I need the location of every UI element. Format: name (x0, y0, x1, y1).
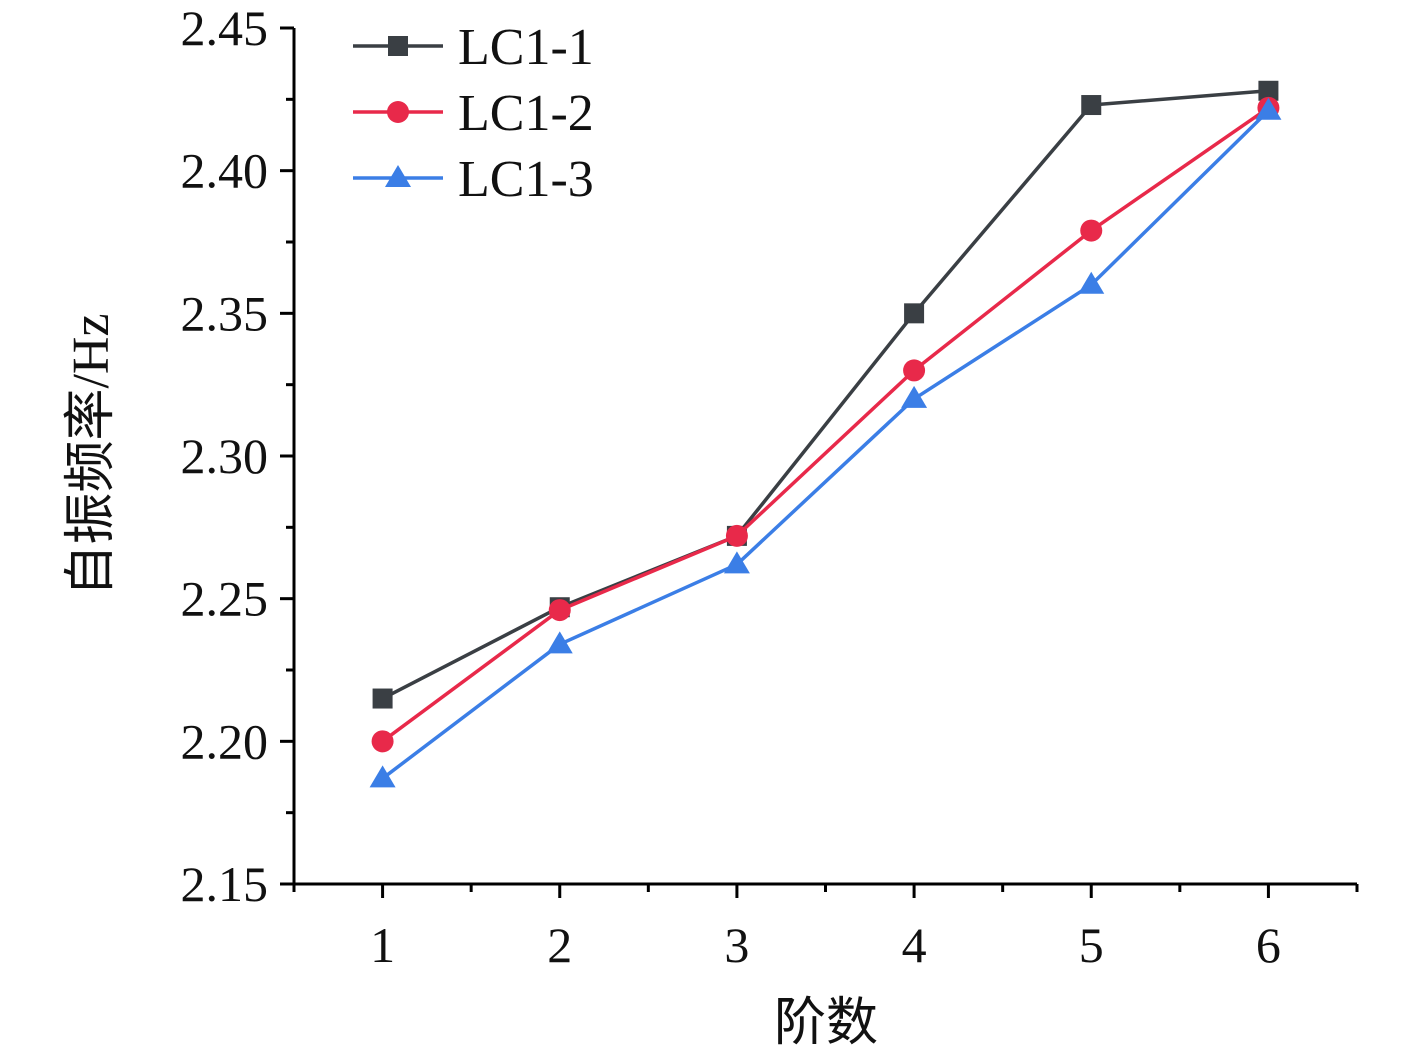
axes: 2.15 2.20 2.25 2.30 2.35 2.40 2.45 1 2 3 4 5 6 (181, 0, 1359, 973)
y-tick-label: 2.35 (181, 285, 269, 341)
data-point-LC1-2 (548, 599, 571, 622)
y-tick-label: 2.45 (181, 0, 269, 56)
data-point-LC1-3 (369, 765, 396, 788)
series-layer (369, 80, 1282, 788)
y-tick-label: 2.40 (181, 143, 269, 199)
x-tick-label: 2 (547, 917, 572, 973)
data-point-LC1-2 (903, 359, 926, 382)
y-tick-label: 2.20 (181, 713, 269, 769)
y-tick-label: 2.30 (181, 428, 269, 484)
series-line-LC1-3 (381, 109, 1270, 780)
data-point-LC1-3 (546, 631, 573, 654)
legend-marker (387, 101, 409, 123)
data-point-LC1-2 (725, 524, 748, 547)
data-point-LC1-1 (1258, 80, 1279, 101)
series-line-LC1-2 (381, 106, 1270, 743)
data-point-LC1-3 (1078, 271, 1105, 294)
data-point-LC1-1 (1081, 95, 1102, 116)
x-tick-label: 5 (1079, 917, 1104, 973)
legend-label: LC1-1 (458, 19, 594, 76)
x-tick-label: 4 (902, 917, 927, 973)
legend-label: LC1-2 (458, 85, 594, 142)
data-point-LC1-1 (372, 688, 393, 709)
data-point-LC1-1 (904, 303, 925, 324)
x-axis-title: 阶数 (774, 995, 878, 1050)
y-tick-label: 2.15 (181, 856, 269, 912)
legend: LC1-1 LC1-2 LC1-3 (353, 19, 594, 208)
legend-label: LC1-3 (458, 151, 594, 208)
legend-item: LC1-3 (353, 151, 594, 208)
x-tick-label: 6 (1256, 917, 1281, 973)
series-LC1-3 (369, 97, 1282, 788)
y-axis-title: 自振频率/Hz (63, 313, 120, 596)
x-tick-label: 3 (724, 917, 749, 973)
legend-marker (385, 165, 411, 187)
data-point-LC1-3 (723, 551, 750, 574)
data-point-LC1-3 (1255, 97, 1282, 120)
data-point-LC1-3 (901, 385, 928, 408)
legend-item: LC1-1 (353, 19, 594, 76)
x-tick-label: 1 (370, 917, 395, 973)
data-point-LC1-2 (1080, 219, 1103, 242)
y-tick-label: 2.25 (181, 571, 269, 627)
legend-item: LC1-2 (353, 85, 594, 142)
legend-marker (388, 36, 408, 56)
data-point-LC1-2 (371, 730, 394, 753)
series-line-LC1-1 (381, 89, 1269, 701)
